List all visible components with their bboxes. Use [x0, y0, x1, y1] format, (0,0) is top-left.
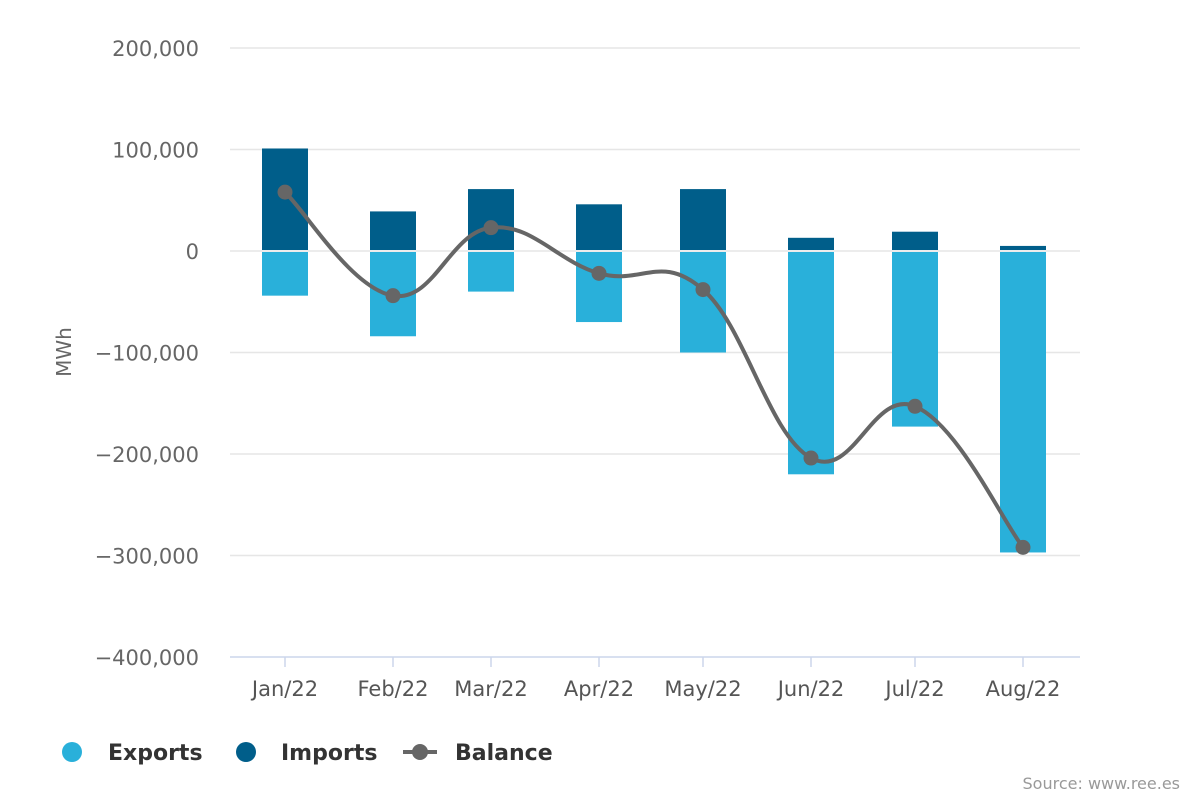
- legend-exports-label: Exports: [108, 741, 203, 766]
- bar-imports: [892, 231, 938, 250]
- bar-imports: [1000, 245, 1046, 250]
- axis-layer: 200,000 100,000 0 −100,000 −200,000 −300,000 −…: [95, 37, 1080, 701]
- balance-point: [483, 220, 499, 236]
- balance-point: [695, 282, 711, 298]
- bar-exports: [468, 252, 514, 292]
- legend: Exports Imports Balance: [62, 741, 553, 766]
- y-tick-label: 0: [186, 240, 199, 264]
- x-tick-label: Jun/22: [776, 677, 845, 701]
- x-tick-label: Jan/22: [250, 677, 318, 701]
- bar-imports: [680, 189, 726, 250]
- balance-line: [283, 190, 1025, 550]
- x-tick-label: Mar/22: [454, 677, 527, 701]
- bar-exports: [788, 252, 834, 475]
- y-tick-label: −100,000: [95, 342, 199, 366]
- source-text: Source: www.ree.es: [1023, 774, 1180, 793]
- bar-exports: [892, 252, 938, 427]
- bar-exports: [1000, 252, 1046, 553]
- y-tick-label: −300,000: [95, 545, 199, 569]
- y-tick-label: −200,000: [95, 443, 199, 467]
- balance-point: [803, 450, 819, 466]
- bar-exports: [262, 252, 308, 296]
- balance-point: [385, 288, 401, 304]
- legend-balance-swatch: [412, 744, 428, 760]
- bar-imports: [370, 211, 416, 250]
- balance-point: [907, 398, 923, 414]
- bar-exports: [576, 252, 622, 323]
- x-tick-label: Apr/22: [564, 677, 634, 701]
- bar-imports: [468, 189, 514, 250]
- grid-layer: [230, 47, 1080, 557]
- legend-imports-label: Imports: [281, 741, 377, 766]
- legend-balance-label: Balance: [455, 741, 553, 766]
- x-tick-label: Jul/22: [883, 677, 944, 701]
- y-tick-label: −400,000: [95, 646, 199, 670]
- bars-layer: [262, 148, 1046, 553]
- legend-exports-swatch: [62, 742, 82, 762]
- line-layer: [277, 184, 1031, 555]
- y-tick-label: 100,000: [112, 139, 199, 163]
- legend-imports-swatch: [236, 742, 256, 762]
- y-tick-label: 200,000: [112, 37, 199, 61]
- y-axis-label: MWh: [52, 327, 76, 377]
- balance-point: [591, 265, 607, 281]
- bar-exports: [680, 252, 726, 353]
- bar-imports: [788, 237, 834, 250]
- x-tick-label: May/22: [664, 677, 741, 701]
- x-tick-label: Aug/22: [986, 677, 1061, 701]
- bar-imports: [576, 204, 622, 250]
- x-tick-label: Feb/22: [358, 677, 429, 701]
- balance-point: [277, 184, 293, 200]
- balance-point: [1015, 539, 1031, 555]
